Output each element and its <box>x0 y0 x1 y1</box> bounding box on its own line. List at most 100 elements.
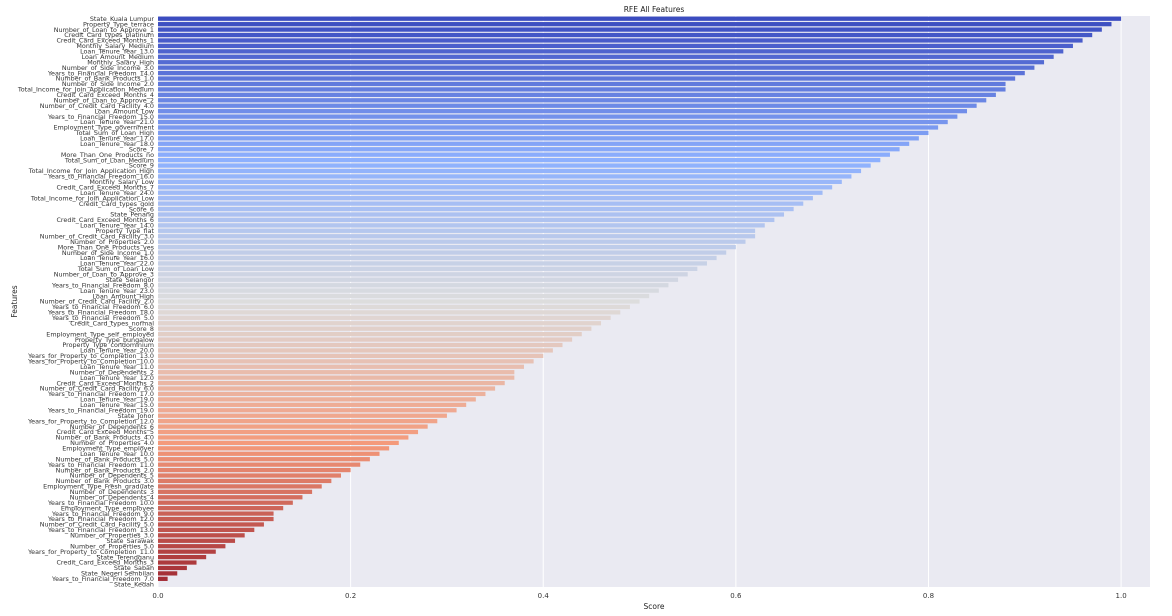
bar <box>158 174 852 179</box>
y-tick-label: Credit_Card_Exceed_Months_5 <box>56 428 154 436</box>
bar <box>158 65 1035 70</box>
y-tick-label: Property_Type_condominium <box>62 341 154 349</box>
y-tick-label: State_Kuala Lumpur <box>90 15 155 23</box>
x-axis-label: Score <box>643 602 664 611</box>
bar <box>158 16 1122 21</box>
y-tick-label: Loan_Amount_Low <box>95 107 154 115</box>
bar <box>158 87 1006 92</box>
bar <box>158 217 775 223</box>
bar <box>158 272 688 277</box>
y-tick-label: Monthly_Salary_High <box>87 58 154 66</box>
y-tick-label: Property_Type_bungalow <box>75 336 154 344</box>
y-tick-label: Number_of_Credit_Card_Facility_2.0 <box>40 298 154 306</box>
y-tick-label: Employment_Type_Fresh_graduate <box>43 483 154 491</box>
bar <box>158 544 226 549</box>
bar <box>158 125 939 130</box>
y-tick-label: Credit_Card_Exceed_Months_3 <box>56 559 154 567</box>
y-tick-label: Years_to_Financial_Freedom_17.0 <box>47 390 154 398</box>
y-tick-label: Years_for_Property_to_Completion_11.0 <box>27 548 154 556</box>
bar <box>158 109 968 114</box>
y-tick-label: Years_to_Financial_Freedom_9.0 <box>51 510 154 518</box>
y-tick-label: Credit_Card_types_platinum <box>64 31 154 39</box>
bar <box>158 315 611 320</box>
y-tick-label: Number_of_Side_Income_1.0 <box>62 249 154 257</box>
y-tick-label: Loan_Tenure_Year_17.0 <box>80 135 154 143</box>
y-tick-label: Employment_Type_employee <box>61 504 154 512</box>
bar <box>158 342 563 348</box>
bar <box>158 49 1064 54</box>
y-tick-label: State_Penang <box>110 211 154 219</box>
bar <box>158 163 871 168</box>
y-tick-label: More_Than_One_Products_yes <box>58 243 155 251</box>
bar <box>158 516 274 522</box>
y-tick-label: Number_of_Dependents_4 <box>70 493 154 501</box>
y-tick-label: State_Kedah <box>114 580 154 588</box>
y-axis-label: Features <box>10 285 19 317</box>
y-tick-label: Number_of_Credit_Card_Facility_6.0 <box>40 385 154 393</box>
y-tick-label: Years_for_Property_to_Completion_10.0 <box>27 358 154 366</box>
bar <box>158 179 842 184</box>
y-tick-label: Loan_Tenure_Year_19.0 <box>80 396 154 404</box>
bar <box>158 380 505 386</box>
bar <box>158 549 216 554</box>
y-tick-label: State_Negeri Sembilan <box>81 570 154 578</box>
bar <box>158 168 862 174</box>
y-tick-label: Score_8 <box>129 325 154 333</box>
y-tick-label: Years_to_Financial_Freedom_11.0 <box>47 461 154 469</box>
bar <box>158 201 804 206</box>
bar <box>158 571 178 576</box>
bar <box>158 288 659 293</box>
bar <box>158 500 293 505</box>
y-tick-label: Credit_Card_Exceed_Months_2 <box>56 379 154 387</box>
y-tick-label: Number_of_Bank_Products_2.0 <box>56 466 154 474</box>
bar <box>158 375 515 380</box>
y-tick-label: Years_to_Financial_Freedom_10.0 <box>47 499 154 507</box>
bar <box>158 136 919 141</box>
y-tick-label: Credit_Card_Exceed_Months_7 <box>56 184 154 192</box>
bar <box>158 223 765 228</box>
bar <box>158 92 996 97</box>
bar <box>158 119 948 125</box>
y-tick-label: Employment_Type_employer <box>62 445 154 453</box>
bar <box>158 554 207 560</box>
bar <box>158 391 486 397</box>
bar <box>158 419 438 424</box>
bar <box>158 408 457 413</box>
bar <box>158 277 679 282</box>
y-tick-label: Years_for_Property_to_Completion_12.0 <box>27 417 154 425</box>
y-tick-label: Score_7 <box>129 145 154 153</box>
bar <box>158 266 698 271</box>
y-tick-label: Property_Type_terrace <box>83 20 154 28</box>
y-tick-label: Number_of_Credit_Card_Facility_5.0 <box>40 521 154 529</box>
bar <box>158 244 736 250</box>
bar <box>158 228 756 233</box>
bar <box>158 337 573 342</box>
bar <box>158 212 785 217</box>
bar <box>158 495 303 500</box>
bar <box>158 157 881 163</box>
y-tick-label: Total_Sum_of_Loan_Low <box>77 265 154 273</box>
bar <box>158 239 746 244</box>
x-tick-label: 0.0 <box>152 592 163 600</box>
bar <box>158 70 1025 76</box>
y-tick-label: Credit_Card_types_normal <box>70 319 154 327</box>
bar <box>158 147 900 152</box>
y-tick-label: Loan_Tenure_Year_12.0 <box>80 374 154 382</box>
bar <box>158 413 447 418</box>
chart-title: RFE All Features <box>624 5 685 14</box>
y-tick-label: More_Than_One_Products_no <box>61 151 154 159</box>
y-tick-label: Years_to_Financial_Freedom_19.0 <box>47 406 154 414</box>
bar <box>158 293 650 299</box>
bar <box>158 353 544 359</box>
y-tick-label: Number_of_Credit_Card_Facility_3.0 <box>40 232 154 240</box>
y-tick-label: Credit_Card_Exceed_Months_6 <box>56 216 154 224</box>
bar <box>158 451 380 456</box>
y-tick-label: Number_of_Side_Income_2.0 <box>62 80 154 88</box>
y-tick-label: Number_of_Bank_Products_1.0 <box>56 75 154 83</box>
bar <box>158 326 592 331</box>
y-tick-label: Loan_Amount_Medium <box>82 53 154 61</box>
bar <box>158 81 1006 87</box>
bar <box>158 506 284 511</box>
y-tick-label: State_Johor <box>118 412 155 420</box>
bar <box>158 185 833 190</box>
